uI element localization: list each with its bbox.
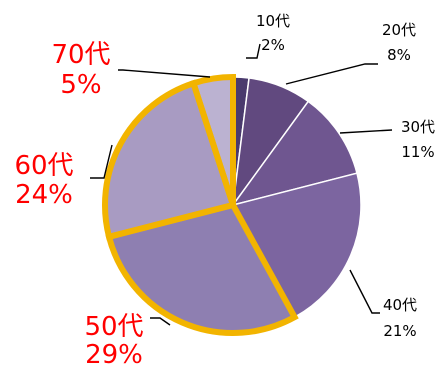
slice-label-30s-value: 11% xyxy=(401,143,434,161)
pie-slice-highlight-60s xyxy=(102,79,237,241)
slice-label-40s-category: 40代 xyxy=(383,296,417,314)
slice-label-70s-category: 70代 xyxy=(51,40,110,70)
leader-lines xyxy=(90,43,393,326)
pie-slice-30s xyxy=(231,100,358,207)
leader-line-60s xyxy=(90,144,113,179)
slice-label-30s-category: 30代 xyxy=(401,118,435,136)
slice-label-20s-category: 20代 xyxy=(382,21,416,39)
leader-line-10s xyxy=(246,43,261,59)
slice-label-10s-category: 10代 xyxy=(256,12,290,30)
slice-label-60s-value: 24% xyxy=(15,180,73,210)
slice-label-10s-value: 2% xyxy=(261,36,285,54)
slice-label-50s-value: 29% xyxy=(85,340,143,369)
slice-labels: 10代 2% 20代 8% 30代 11% 40代 21% 50代 29% 60… xyxy=(14,12,435,369)
pie-slice-40s xyxy=(231,172,362,319)
leader-line-50s xyxy=(150,317,171,326)
slice-label-50s-category: 50代 xyxy=(84,312,143,342)
pie-slice-highlight-70s xyxy=(189,73,236,206)
leader-line-70s xyxy=(118,69,211,78)
slice-label-60s-category: 60代 xyxy=(14,151,73,181)
slice-label-70s-value: 5% xyxy=(60,70,101,100)
slice-label-20s-value: 8% xyxy=(387,46,411,64)
pie-slice-highlight-50s xyxy=(105,201,299,336)
pie-highlight-outlines xyxy=(102,73,299,336)
slice-label-40s-value: 21% xyxy=(383,322,416,340)
leader-line-40s xyxy=(349,269,380,314)
leader-line-30s xyxy=(339,129,393,134)
leader-line-20s xyxy=(285,63,378,85)
